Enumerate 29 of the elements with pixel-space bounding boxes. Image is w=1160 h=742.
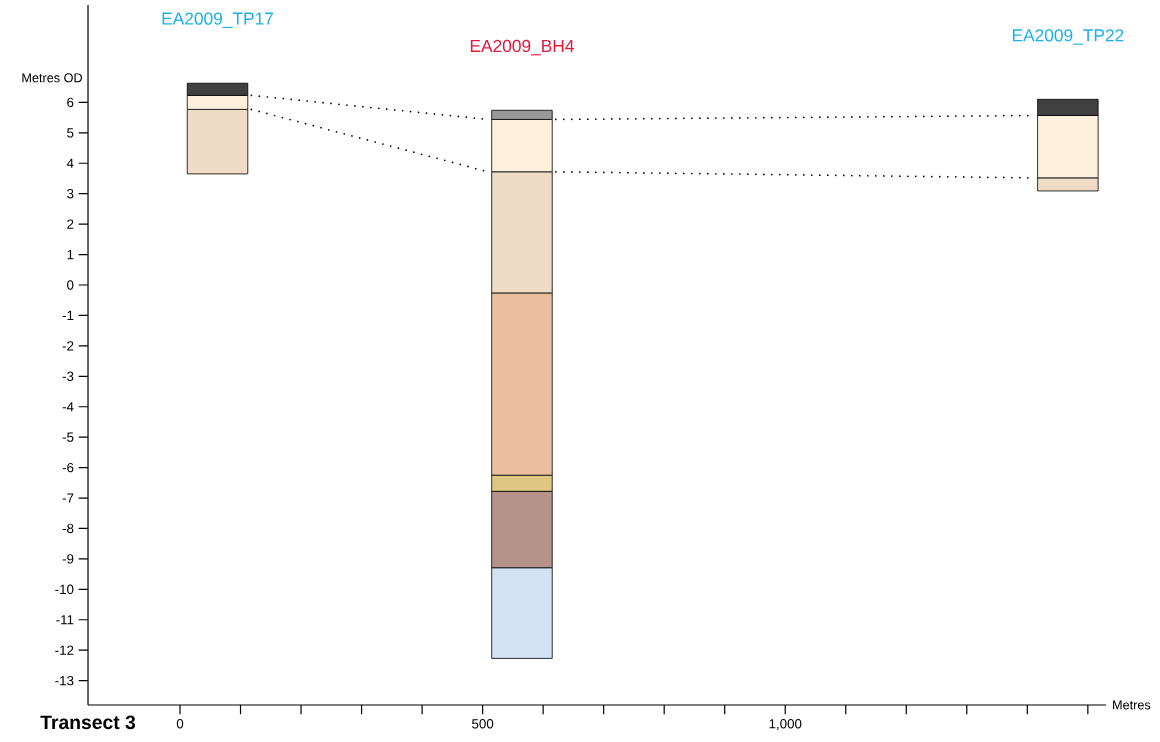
y-tick-label: -11 (56, 615, 74, 625)
x-tick-label: 500 (472, 719, 494, 729)
y-tick-label: 5 (67, 128, 74, 138)
annotation: EA2009_BH4 (470, 39, 574, 56)
x-axis-title: Metres (1113, 700, 1151, 710)
y-tick-label: -3 (62, 371, 74, 382)
y-tick-label: -6 (62, 462, 74, 473)
y-tick-label: -7 (62, 493, 74, 503)
y-tick-label: 1 (67, 249, 74, 260)
y-tick-label: -1 (62, 310, 74, 321)
y-tick-label: 4 (66, 158, 74, 168)
text: Transect 3 (40, 715, 136, 730)
y-tick-label: -13 (55, 675, 74, 686)
y-tick-label: -12 (55, 645, 74, 655)
x-tick-label: 0 (176, 719, 184, 729)
annotation: EA2009_TP22 (1012, 29, 1124, 45)
y-tick-label: -9 (62, 554, 74, 564)
y-tick-label: -5 (62, 432, 74, 442)
y-tick-label: -8 (62, 523, 74, 534)
y-tick-label: -2 (62, 341, 74, 351)
x-tick-label: 1,000 (769, 719, 802, 731)
y-tick-label: 6 (67, 97, 74, 108)
y-tick-label: 0 (67, 280, 74, 290)
y-tick-label: 3 (67, 188, 74, 199)
y-axis-title: Metres OD (22, 73, 83, 83)
annotation: EA2009_TP17 (162, 12, 274, 28)
y-tick-label: 2 (67, 219, 74, 229)
y-tick-label: -10 (55, 584, 74, 595)
y-tick-label: -4 (62, 402, 74, 412)
